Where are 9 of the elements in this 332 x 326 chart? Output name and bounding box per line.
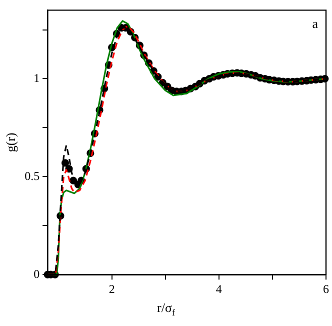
y-tick-label: 0 — [34, 266, 40, 281]
x-axis-title: r/σ$_{f}$ — [156, 300, 176, 318]
y-tick-label: 1 — [34, 70, 40, 85]
x-tick-label: 6 — [323, 282, 329, 296]
x-tick-label: 2 — [108, 282, 115, 296]
y-axis-title: g(r) — [3, 132, 18, 152]
annotation: a — [312, 16, 318, 32]
x-tick-label: 4 — [216, 282, 222, 296]
y-tick-label: 0.5 — [24, 168, 40, 183]
